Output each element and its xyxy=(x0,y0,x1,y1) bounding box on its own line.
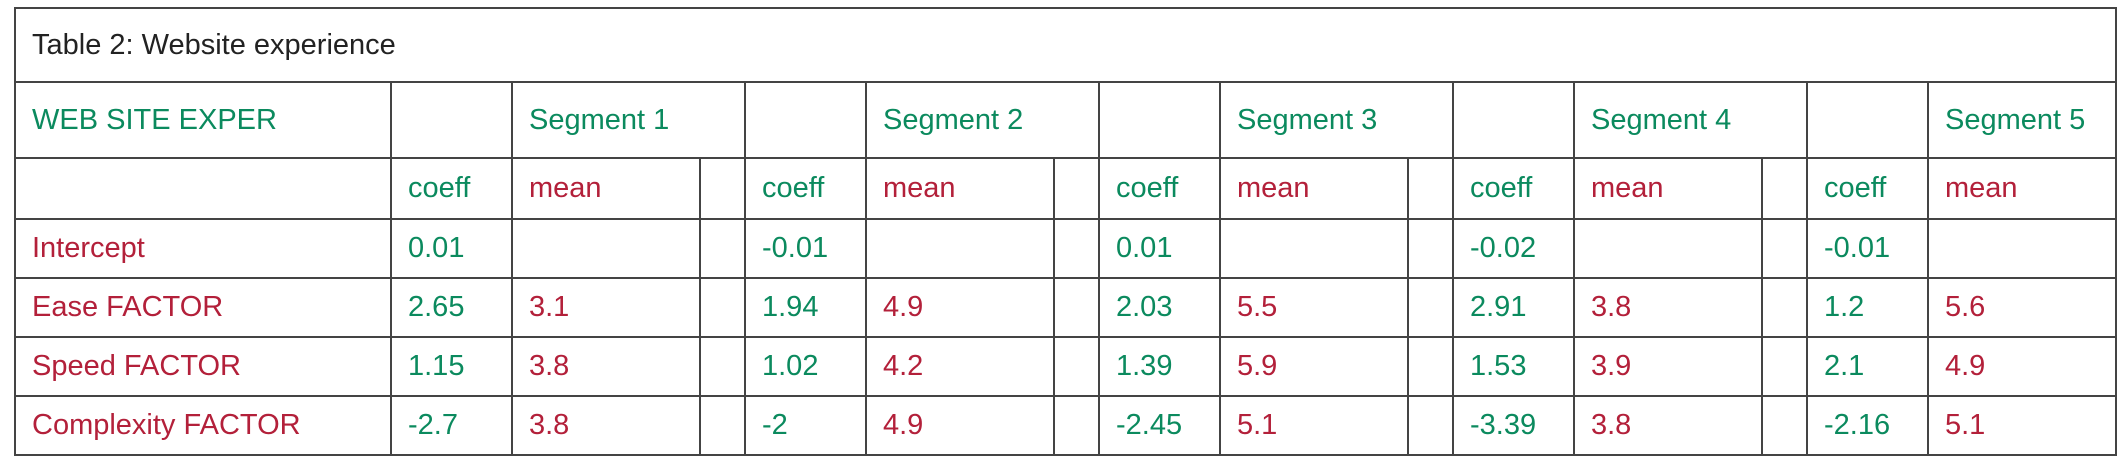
coeff-value: -3.39 xyxy=(1452,395,1575,456)
mean-value: 4.9 xyxy=(865,277,1055,338)
mean-value: 5.1 xyxy=(1927,395,2117,456)
mean-header: mean xyxy=(1573,157,1763,220)
row-label: Speed FACTOR xyxy=(14,336,392,397)
blank-cell xyxy=(14,157,392,220)
coeff-value: 0.01 xyxy=(1098,218,1221,279)
coeff-header: coeff xyxy=(1806,157,1929,220)
spacer-cell xyxy=(699,395,746,456)
coeff-value: 0.01 xyxy=(390,218,513,279)
coeff-value: 1.02 xyxy=(744,336,867,397)
mean-value xyxy=(1573,218,1763,279)
mean-value: 5.9 xyxy=(1219,336,1409,397)
mean-value xyxy=(1219,218,1409,279)
mean-value: 3.8 xyxy=(1573,277,1763,338)
mean-value: 3.8 xyxy=(511,336,701,397)
row-label: Complexity FACTOR xyxy=(14,395,392,456)
row-label: Intercept xyxy=(14,218,392,279)
mean-header: mean xyxy=(1219,157,1409,220)
mean-value: 3.8 xyxy=(1573,395,1763,456)
head-row: WEB SITE EXPER Segment 1 Segment 2 Segment … xyxy=(14,81,2117,159)
coeff-value: -2.45 xyxy=(1098,395,1221,456)
spacer-cell xyxy=(699,336,746,397)
spacer-cell xyxy=(1407,277,1454,338)
blank-cell xyxy=(1806,81,1929,159)
coeff-header: coeff xyxy=(1452,157,1575,220)
spacer-cell xyxy=(1761,336,1808,397)
segment-header: Segment 2 xyxy=(865,81,1100,159)
blank-cell xyxy=(390,81,513,159)
spacer-cell xyxy=(699,157,746,220)
coeff-value: 2.91 xyxy=(1452,277,1575,338)
coeff-value: 2.65 xyxy=(390,277,513,338)
table-title: Table 2: Website experience xyxy=(14,7,2117,83)
mean-value xyxy=(511,218,701,279)
mean-value: 4.9 xyxy=(865,395,1055,456)
mean-value xyxy=(865,218,1055,279)
mean-header: mean xyxy=(511,157,701,220)
spacer-cell xyxy=(1053,218,1100,279)
data-row: Intercept 0.01 -0.01 0.01 -0.02 -0.01 xyxy=(14,218,2117,279)
segment-header: Segment 4 xyxy=(1573,81,1808,159)
coeff-header: coeff xyxy=(1098,157,1221,220)
blank-cell xyxy=(744,81,867,159)
sub-row: coeff mean coeff mean coeff mean coeff mean coef… xyxy=(14,157,2117,220)
spacer-cell xyxy=(1761,277,1808,338)
spacer-cell xyxy=(1053,336,1100,397)
coeff-value: -2.16 xyxy=(1806,395,1929,456)
spacer-cell xyxy=(1053,395,1100,456)
label-header: WEB SITE EXPER xyxy=(14,81,392,159)
coeff-value: 1.39 xyxy=(1098,336,1221,397)
coeff-value: 1.53 xyxy=(1452,336,1575,397)
segment-header: Segment 3 xyxy=(1219,81,1454,159)
mean-value: 5.6 xyxy=(1927,277,2117,338)
spacer-cell xyxy=(699,277,746,338)
spacer-cell xyxy=(1407,157,1454,220)
mean-header: mean xyxy=(865,157,1055,220)
blank-cell xyxy=(1098,81,1221,159)
mean-value: 5.5 xyxy=(1219,277,1409,338)
coeff-value: -2 xyxy=(744,395,867,456)
data-row: Complexity FACTOR -2.7 3.8 -2 4.9 -2.45 5.1 -3.… xyxy=(14,395,2117,456)
mean-value: 4.9 xyxy=(1927,336,2117,397)
mean-value: 3.8 xyxy=(511,395,701,456)
mean-header: mean xyxy=(1927,157,2117,220)
spacer-cell xyxy=(1761,157,1808,220)
mean-value: 3.9 xyxy=(1573,336,1763,397)
coeff-value: -0.01 xyxy=(1806,218,1929,279)
coeff-value: 1.94 xyxy=(744,277,867,338)
mean-value: 3.1 xyxy=(511,277,701,338)
blank-cell xyxy=(1452,81,1575,159)
coeff-value: 2.03 xyxy=(1098,277,1221,338)
spacer-cell xyxy=(1053,277,1100,338)
spacer-cell xyxy=(1407,395,1454,456)
coeff-value: -0.01 xyxy=(744,218,867,279)
spacer-cell xyxy=(1761,395,1808,456)
coeff-header: coeff xyxy=(390,157,513,220)
coeff-value: 2.1 xyxy=(1806,336,1929,397)
coeff-value: -2.7 xyxy=(390,395,513,456)
spacer-cell xyxy=(1761,218,1808,279)
spacer-cell xyxy=(1407,218,1454,279)
mean-value xyxy=(1927,218,2117,279)
spacer-cell xyxy=(699,218,746,279)
spacer-cell xyxy=(1407,336,1454,397)
data-row: Ease FACTOR 2.65 3.1 1.94 4.9 2.03 5.5 2.91 3.8 1… xyxy=(14,277,2117,338)
segment-header: Segment 5 xyxy=(1927,81,2117,159)
coeff-value: -0.02 xyxy=(1452,218,1575,279)
mean-value: 4.2 xyxy=(865,336,1055,397)
spacer-cell xyxy=(1053,157,1100,220)
coeff-value: 1.15 xyxy=(390,336,513,397)
row-label: Ease FACTOR xyxy=(14,277,392,338)
title-row: Table 2: Website experience xyxy=(14,7,2117,83)
coeff-value: 1.2 xyxy=(1806,277,1929,338)
segment-header: Segment 1 xyxy=(511,81,746,159)
data-row: Speed FACTOR 1.15 3.8 1.02 4.2 1.39 5.9 1.53 3.9… xyxy=(14,336,2117,397)
coeff-header: coeff xyxy=(744,157,867,220)
results-table: Table 2: Website experience WEB SITE EXPE… xyxy=(14,7,2117,456)
mean-value: 5.1 xyxy=(1219,395,1409,456)
